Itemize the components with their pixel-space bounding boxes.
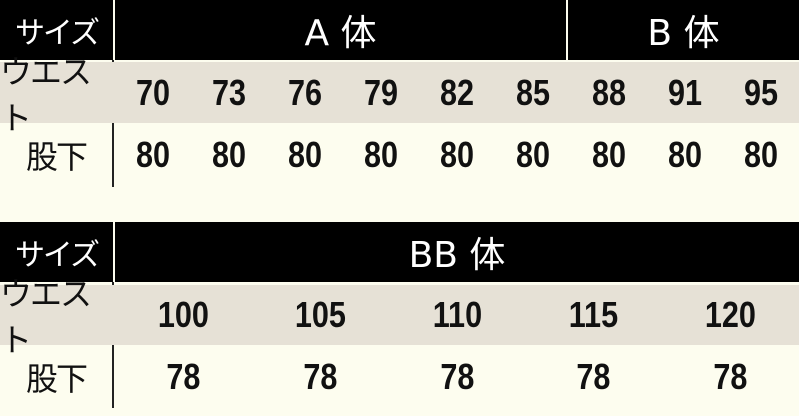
row-label: 股下 — [25, 359, 88, 398]
header-label: サイズ — [0, 222, 113, 282]
value-cell: 88 — [591, 71, 627, 113]
value-cell: 76 — [287, 71, 323, 113]
value-cell: 80 — [667, 134, 703, 175]
value-cell: 80 — [287, 134, 323, 175]
header-label: サイズ — [0, 0, 113, 60]
value-cell: 110 — [432, 294, 482, 335]
value-cell: 85 — [515, 71, 551, 113]
group-header: A 体 — [115, 0, 566, 60]
value-cell: 100 — [157, 294, 209, 335]
value-cell: 80 — [515, 134, 551, 175]
value-cell: 78 — [303, 355, 338, 397]
group-header: BB 体 — [115, 222, 799, 282]
group-header: B 体 — [568, 0, 799, 60]
value-cell: 70 — [135, 71, 171, 113]
value-cell: 73 — [211, 71, 247, 113]
value-cell: 80 — [591, 134, 627, 175]
row-shade — [0, 62, 799, 123]
value-cell: 105 — [294, 294, 346, 335]
row-shade — [0, 285, 799, 345]
value-cell: 82 — [439, 71, 475, 113]
row-label: ウエスト — [0, 52, 92, 137]
value-cell: 80 — [363, 134, 399, 175]
value-cell: 79 — [363, 71, 399, 113]
column-divider — [112, 60, 114, 187]
value-cell: 78 — [439, 355, 475, 397]
value-cell: 78 — [166, 355, 201, 397]
value-cell: 80 — [211, 134, 247, 175]
row-label: 股下 — [25, 138, 88, 176]
column-divider — [112, 282, 114, 408]
value-cell: 80 — [439, 134, 475, 175]
value-cell: 95 — [743, 71, 779, 113]
value-cell: 80 — [743, 134, 779, 175]
value-cell: 91 — [667, 71, 703, 113]
value-cell: 115 — [569, 294, 619, 335]
row-label: ウエスト — [0, 275, 92, 359]
value-cell: 120 — [705, 294, 757, 335]
value-cell: 80 — [135, 134, 171, 175]
value-cell: 78 — [576, 355, 611, 397]
value-cell: 78 — [713, 355, 748, 397]
